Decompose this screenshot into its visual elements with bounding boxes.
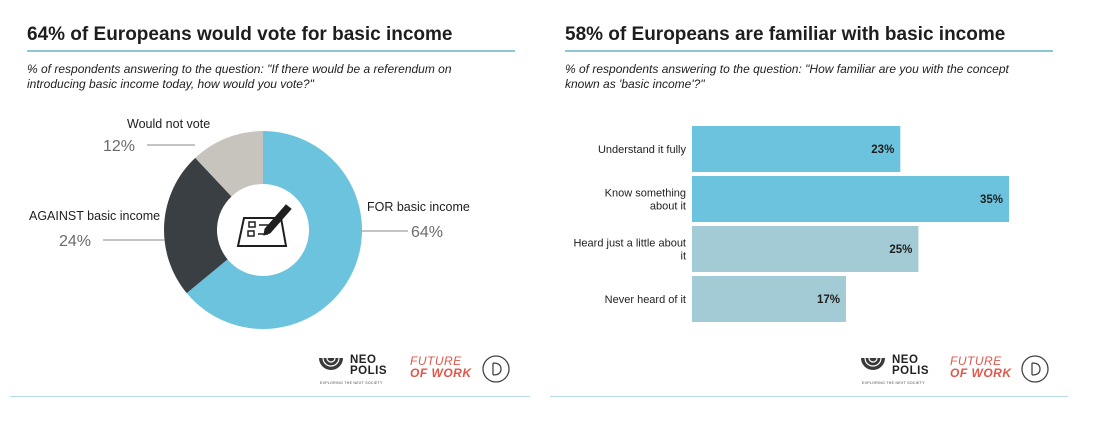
bar-value-never-heard: 17%: [817, 294, 840, 306]
bar-value-know-something: 35%: [980, 194, 1003, 206]
slice-label-against: AGAINST basic income: [29, 209, 160, 223]
neopolis-logo: NEO POLIS EXPLORING THE NEXT SOCIETY: [860, 350, 940, 386]
neopolis-mark-icon: [319, 357, 343, 370]
future-of-work-logo: FUTURE OF WORK: [950, 355, 1012, 379]
bar-chart: 23% Understand it fully 35% Know something a…: [573, 126, 1009, 322]
slice-would-not-vote: [195, 131, 263, 197]
donut-chart: Would not vote 12% AGAINST basic income …: [29, 117, 470, 330]
fow-line2: OF WORK: [950, 366, 1012, 380]
neopolis-logo: NEO POLIS EXPLORING THE NEXT SOCIETY: [318, 350, 398, 386]
slice-for: [186, 131, 362, 330]
familiarity-chart-subtitle: % of respondents answering to the questi…: [565, 62, 1009, 91]
slice-value-for: 64%: [411, 224, 443, 241]
title-divider: [565, 50, 1053, 52]
voting-chart-title: 64% of Europeans would vote for basic in…: [27, 24, 453, 45]
bottom-divider: [550, 396, 1068, 397]
bar-category-never-heard: Never heard of it: [605, 294, 686, 306]
neopolis-wordmark-1: NEO: [350, 354, 377, 366]
neopolis-tagline: EXPLORING THE NEXT SOCIETY: [320, 381, 383, 385]
bar-value-heard-little: 25%: [889, 244, 912, 256]
fow-line1: FUTURE: [410, 354, 462, 368]
neopolis-wordmark-1: NEO: [892, 354, 919, 366]
slice-against: [164, 157, 232, 294]
neopolis-mark-icon: [861, 357, 885, 370]
bottom-divider: [10, 396, 530, 397]
circle-d-logo-icon: [482, 355, 510, 383]
slice-value-would-not-vote: 12%: [103, 138, 135, 155]
slice-label-would-not-vote: Would not vote: [127, 117, 210, 131]
voting-panel: 64% of Europeans would vote for basic in…: [0, 0, 540, 426]
familiarity-chart-title: 58% of Europeans are familiar with basic…: [565, 24, 1006, 45]
neopolis-wordmark-2: POLIS: [892, 365, 930, 377]
bar-category-understand-fully: Understand it fully: [598, 144, 687, 156]
bar-category-heard-little: Heard just a little about it: [573, 238, 686, 263]
fow-line2: OF WORK: [410, 366, 472, 380]
circle-d-logo-icon: [1021, 355, 1049, 383]
bar-heard-little: [692, 226, 919, 272]
bar-know-something: [692, 176, 1009, 222]
future-of-work-logo: FUTURE OF WORK: [410, 355, 472, 379]
neopolis-tagline: EXPLORING THE NEXT SOCIETY: [862, 381, 925, 385]
slice-label-for: FOR basic income: [367, 200, 470, 214]
bar-understand-fully: [692, 126, 901, 172]
fow-line1: FUTURE: [950, 354, 1002, 368]
bar-value-understand-fully: 23%: [871, 144, 894, 156]
title-divider: [27, 50, 515, 52]
slice-value-against: 24%: [59, 233, 91, 250]
voting-chart-subtitle: % of respondents answering to the questi…: [27, 62, 452, 91]
bar-never-heard: [692, 276, 846, 322]
neopolis-wordmark-2: POLIS: [350, 365, 388, 377]
bar-category-know-something: Know something about it: [605, 188, 686, 213]
ballot-checklist-icon: [236, 204, 292, 247]
familiarity-panel: 58% of Europeans are familiar with basic…: [548, 0, 1096, 426]
